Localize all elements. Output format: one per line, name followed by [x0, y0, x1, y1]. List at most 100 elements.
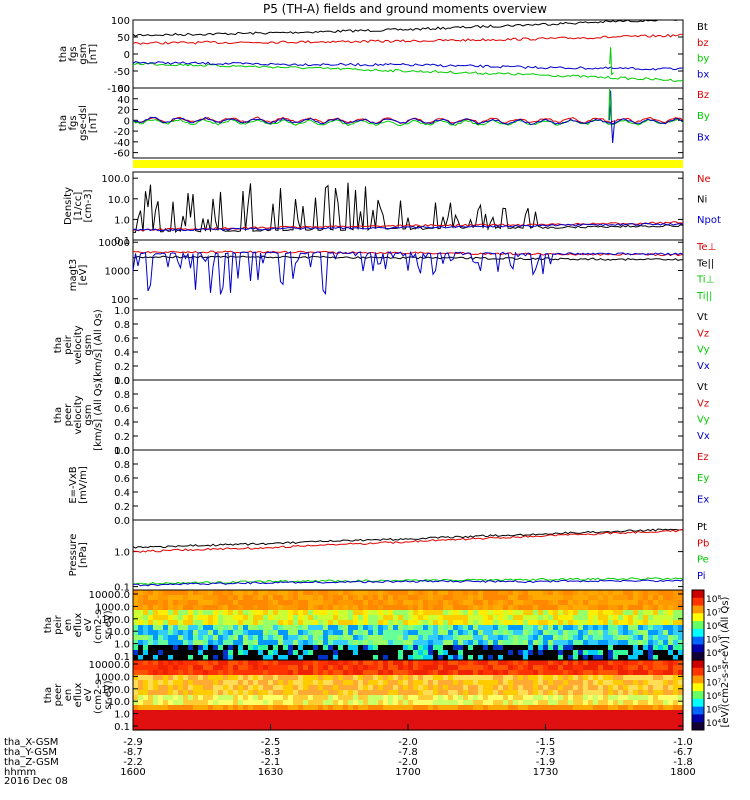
y-tick-label: 0.8 — [114, 320, 130, 331]
panel-peir_spec: 10⁸10⁷10⁶10⁵10⁴10000.01000.0100.010.01.0… — [43, 589, 721, 663]
heat-cell — [533, 660, 539, 666]
heat-cell — [403, 635, 409, 641]
heat-cell — [443, 715, 449, 721]
heat-cell — [148, 605, 154, 611]
heat-cell — [408, 645, 414, 651]
heat-cell — [533, 720, 539, 726]
heat-cell — [353, 700, 359, 706]
heat-cell — [458, 710, 464, 716]
heat-cell — [463, 660, 469, 666]
heat-cell — [628, 675, 634, 681]
heat-cell — [238, 665, 244, 671]
heat-cell — [478, 650, 484, 656]
heat-cell — [418, 590, 424, 596]
x-row-value: 1630 — [258, 767, 283, 778]
heat-cell — [658, 725, 664, 731]
heat-cell — [568, 660, 574, 666]
heat-cell — [183, 695, 189, 701]
heat-cell — [478, 710, 484, 716]
heat-cell — [538, 685, 544, 691]
heat-cell — [488, 590, 494, 596]
heat-cell — [598, 695, 604, 701]
heat-cell — [238, 620, 244, 626]
heat-cell — [668, 690, 674, 696]
heat-cell — [668, 620, 674, 626]
heat-cell — [528, 645, 534, 651]
heat-cell — [268, 660, 274, 666]
heat-cell — [518, 595, 524, 601]
heat-cell — [178, 680, 184, 686]
heat-cell — [213, 595, 219, 601]
heat-cell — [508, 710, 514, 716]
heat-cell — [473, 625, 479, 631]
heat-cell — [398, 595, 404, 601]
heat-cell — [363, 630, 369, 636]
heat-cell — [413, 715, 419, 721]
heat-cell — [258, 630, 264, 636]
heat-cell — [163, 655, 169, 661]
heat-cell — [153, 625, 159, 631]
heat-cell — [443, 705, 449, 711]
heat-cell — [363, 675, 369, 681]
heat-cell — [208, 645, 214, 651]
heat-cell — [273, 620, 279, 626]
heat-cell — [193, 705, 199, 711]
heat-cell — [573, 675, 579, 681]
heat-cell — [153, 690, 159, 696]
heat-cell — [478, 695, 484, 701]
heat-cell — [593, 705, 599, 711]
heat-cell — [458, 620, 464, 626]
heat-cell — [553, 675, 559, 681]
heat-cell — [573, 610, 579, 616]
heat-cell — [298, 615, 304, 621]
heat-cell — [568, 625, 574, 631]
heat-cell — [428, 640, 434, 646]
heat-cell — [648, 660, 654, 666]
heat-cell — [578, 615, 584, 621]
heat-cell — [443, 605, 449, 611]
heat-cell — [148, 705, 154, 711]
heat-cell — [218, 705, 224, 711]
legend-Ez: Ez — [697, 452, 709, 463]
heat-cell — [328, 715, 334, 721]
heat-cell — [263, 695, 269, 701]
heat-cell — [543, 625, 549, 631]
heat-cell — [163, 645, 169, 651]
heat-cell — [493, 620, 499, 626]
legend-By: By — [697, 111, 710, 122]
heat-cell — [453, 700, 459, 706]
heat-cell — [213, 630, 219, 636]
heat-cell — [508, 670, 514, 676]
heat-cell — [343, 695, 349, 701]
heat-cell — [353, 690, 359, 696]
heat-cell — [613, 685, 619, 691]
heat-cell — [648, 630, 654, 636]
heat-cell — [423, 635, 429, 641]
heat-cell — [678, 635, 684, 641]
heat-cell — [468, 645, 474, 651]
heat-cell — [563, 590, 569, 596]
heat-cell — [568, 630, 574, 636]
heat-cell — [398, 665, 404, 671]
heat-cell — [563, 715, 569, 721]
heat-cell — [278, 710, 284, 716]
heat-cell — [318, 665, 324, 671]
heat-cell — [338, 675, 344, 681]
heat-cell — [388, 620, 394, 626]
heat-cell — [193, 625, 199, 631]
heat-cell — [198, 605, 204, 611]
panel-peer_spec: 10⁸10⁷10⁶10⁵10⁴10000.01000.0100.010.01.0… — [43, 659, 721, 733]
heat-cell — [353, 600, 359, 606]
heat-cell — [258, 635, 264, 641]
heat-cell — [218, 680, 224, 686]
heat-cell — [283, 660, 289, 666]
heat-cell — [513, 600, 519, 606]
heat-cell — [303, 715, 309, 721]
heat-cell — [468, 610, 474, 616]
heat-cell — [518, 675, 524, 681]
colorbar-swatch — [692, 667, 704, 677]
heat-cell — [588, 680, 594, 686]
quality-flag-bar — [133, 160, 683, 168]
heat-cell — [603, 620, 609, 626]
heat-cell — [533, 630, 539, 636]
